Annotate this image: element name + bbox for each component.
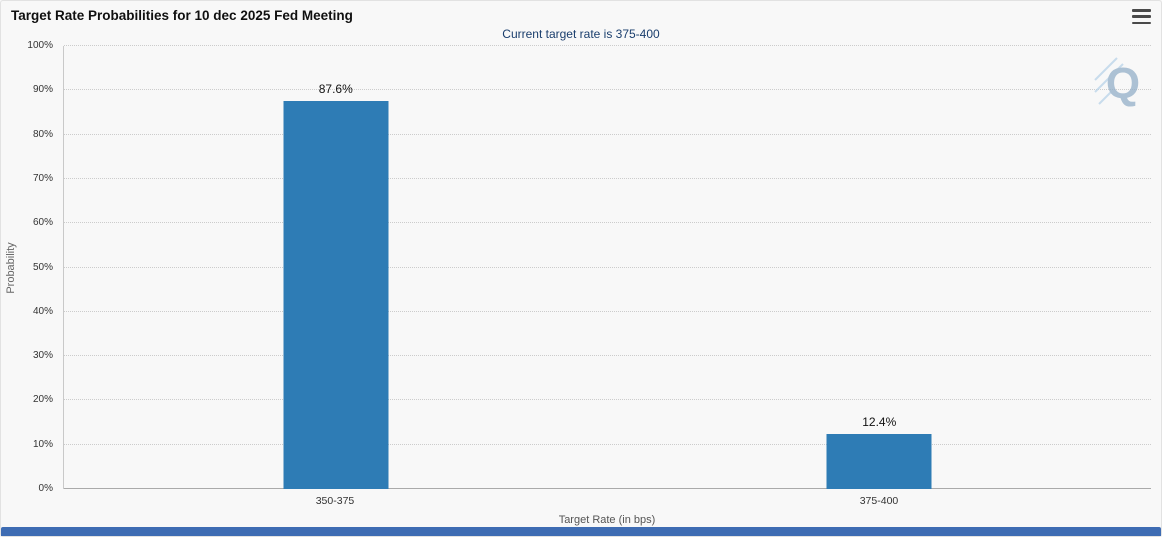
chart-subtitle: Current target rate is 375-400 [502, 27, 660, 41]
hamburger-menu-icon [1132, 21, 1151, 24]
x-axis-labels: 350-375 375-400 [63, 495, 1151, 507]
y-tick-label: 100% [27, 40, 53, 51]
y-tick-label: 20% [32, 394, 53, 406]
chart-context-menu-button[interactable] [1132, 9, 1151, 24]
svg-text:Q: Q [1106, 59, 1140, 108]
x-tick-label: 375-400 [859, 495, 899, 507]
y-tick-label: 40% [32, 305, 53, 317]
y-tick-label: 0% [38, 483, 53, 494]
gridline [64, 177, 1151, 179]
hamburger-menu-icon [1132, 15, 1151, 18]
y-tick-label: 50% [32, 261, 53, 273]
gridline [64, 399, 1151, 401]
chart-title: Target Rate Probabilities for 10 dec 202… [11, 8, 353, 23]
y-tick-label: 10% [32, 438, 53, 450]
hamburger-menu-icon [1132, 9, 1151, 12]
gridline [64, 443, 1151, 445]
gridline [64, 89, 1151, 91]
y-axis: 0% 10% 20% 30% 40% 50% 60% 70% 80% 90% 100% [1, 41, 59, 494]
category-slot: 87.6% [64, 46, 608, 489]
y-tick-label: 90% [32, 84, 53, 96]
category-slot: 12.4% [608, 46, 1152, 489]
bar-value-label: 12.4% [862, 415, 897, 430]
x-axis-title: Target Rate (in bps) [558, 514, 656, 526]
q-logo-watermark: Q [1093, 54, 1145, 117]
bars-row: 87.6% 12.4% [64, 46, 1151, 489]
x-tick-label: 350-375 [315, 495, 355, 507]
x-axis-line [64, 488, 1151, 489]
y-tick-label: 60% [32, 217, 53, 229]
bar-350-375[interactable] [283, 100, 389, 489]
footer-bar [1, 527, 1161, 536]
y-tick-label: 70% [32, 172, 53, 184]
gridline [64, 133, 1151, 135]
gridline [64, 222, 1151, 224]
gridline [64, 45, 1151, 46]
gridline [64, 266, 1151, 268]
bar-value-label: 87.6% [318, 81, 353, 96]
bar-375-400[interactable] [826, 434, 932, 489]
y-tick-label: 80% [32, 128, 53, 140]
gridline [64, 310, 1151, 312]
gridline [64, 355, 1151, 357]
y-tick-label: 30% [32, 350, 53, 362]
plot-area: 87.6% 12.4% Q [63, 45, 1151, 489]
